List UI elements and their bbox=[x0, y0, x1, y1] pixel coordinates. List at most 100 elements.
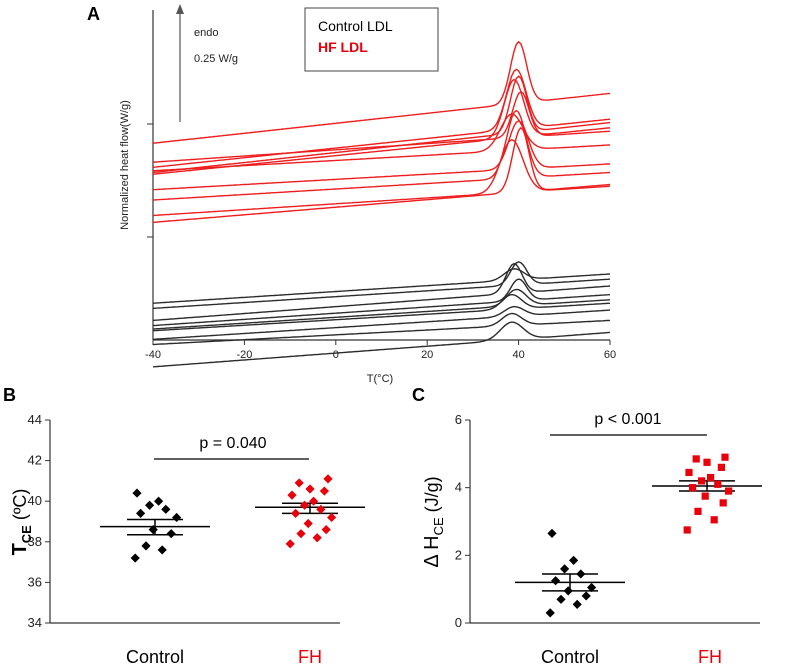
control-ldl-curve-6 bbox=[152, 293, 611, 332]
panel-b-control-point bbox=[141, 541, 151, 551]
control-ldl-curve-4 bbox=[152, 278, 611, 327]
panel-b-y-tick-label: 44 bbox=[28, 412, 42, 427]
scale-value-label: 0.25 W/g bbox=[194, 53, 238, 65]
panel-label-c: C bbox=[412, 385, 425, 405]
hf-ldl-curve-6 bbox=[152, 113, 611, 172]
panel-b-control-point bbox=[132, 488, 142, 498]
panel-b-fh-point bbox=[321, 525, 331, 535]
panel-c-fh-point bbox=[725, 487, 733, 495]
panel-b-ylabel-sub: CE bbox=[19, 525, 34, 543]
panel-b-control-point bbox=[157, 545, 167, 555]
panel-c-y-tick-label: 0 bbox=[455, 615, 462, 630]
panel-c-fh-point bbox=[721, 453, 729, 461]
panel-a-x-ticks: -40 -20 0 20 40 60 bbox=[145, 340, 616, 361]
panel-c-fh-point bbox=[701, 492, 709, 500]
panel-c-points bbox=[515, 453, 762, 618]
control-ldl-curve-2 bbox=[152, 261, 611, 310]
panel-c-control-point bbox=[569, 555, 579, 566]
panel-a-x-axis-label: T(°C) bbox=[367, 373, 393, 385]
panel-b-control-point bbox=[166, 529, 176, 539]
panel-b-control-point bbox=[172, 512, 182, 523]
hf-ldl-curve-1 bbox=[152, 40, 611, 144]
panel-b-fh-point bbox=[323, 474, 333, 484]
panel-c-category-control: Control bbox=[541, 647, 599, 665]
panel-c-control-point bbox=[576, 569, 586, 579]
panel-c-fh-point bbox=[719, 499, 727, 507]
hf-ldl-curve-2 bbox=[152, 68, 611, 168]
control-ldl-curve-5 bbox=[152, 288, 611, 330]
hf-ldl-curve-3 bbox=[152, 75, 611, 174]
panel-c-fh-point bbox=[703, 458, 711, 466]
panel-a-x-tick-label: 20 bbox=[421, 349, 433, 361]
panel-b-fh-point bbox=[303, 518, 313, 529]
panel-b-fh-point bbox=[309, 496, 319, 506]
panel-label-a: A bbox=[87, 4, 100, 24]
panel-b-y-tick-label: 42 bbox=[28, 453, 42, 468]
panel-c-control-point bbox=[551, 576, 561, 586]
panel-a-x-tick-label: -20 bbox=[236, 349, 252, 361]
panel-c-y-axis-label: Δ HCE (J/g) bbox=[421, 476, 446, 567]
panel-c-y-tick-label: 6 bbox=[455, 412, 462, 427]
panel-b-ylabel-unit: (ºC) bbox=[10, 489, 30, 526]
scale-direction-label: endo bbox=[194, 27, 218, 39]
legend-box bbox=[304, 7, 439, 72]
panel-c-control-point bbox=[560, 564, 570, 574]
panel-c-control-point bbox=[572, 599, 582, 609]
panel-b-fh-point bbox=[312, 533, 322, 543]
panel-b-fh-point bbox=[285, 539, 295, 549]
panel-c-control-point bbox=[547, 528, 557, 538]
hf-ldl-curve-9 bbox=[152, 139, 611, 217]
hf-ldl-curve-7 bbox=[152, 120, 611, 191]
panel-a-x-tick-label: 40 bbox=[512, 349, 524, 361]
panel-c-fh-point bbox=[694, 507, 702, 515]
panel-b-fh-point bbox=[305, 484, 315, 494]
panel-c-ylabel-main: Δ H bbox=[421, 535, 443, 567]
panel-b-p-value: p = 0.040 bbox=[199, 435, 266, 452]
panel-c-fh-point bbox=[685, 468, 693, 477]
panel-c-fh-point bbox=[707, 473, 715, 482]
panel-a-dsc-thermograms: -40 -20 0 20 40 60 Normalized heat flow(W/g) … bbox=[119, 4, 616, 385]
panel-b-points bbox=[100, 474, 365, 563]
hf-ldl-curve-5 bbox=[152, 90, 611, 163]
panel-c-category-fh: FH bbox=[698, 647, 722, 665]
panel-a-y-axis-label: Normalized heat flow(W/g) bbox=[119, 100, 131, 230]
panel-c-control-point bbox=[563, 586, 573, 596]
panel-c-y-ticks: 0 2 4 6 bbox=[455, 412, 470, 630]
panel-b-control-point bbox=[145, 500, 155, 510]
panel-c-dhce-scatter: 0 2 4 6 Δ HCE (J/g) p < 0.001 Control FH bbox=[421, 411, 762, 665]
panel-b-fh-point bbox=[291, 508, 301, 518]
panel-c-fh-point bbox=[683, 526, 691, 534]
control-ldl-curve-3 bbox=[152, 262, 611, 322]
panel-b-y-tick-label: 34 bbox=[28, 615, 42, 630]
control-ldl-curve-9 bbox=[152, 321, 611, 368]
hf-ldl-curve-10 bbox=[152, 126, 611, 224]
panel-a-x-tick-label: 0 bbox=[333, 349, 339, 361]
panel-b-fh-point bbox=[294, 478, 304, 488]
panel-b-category-fh: FH bbox=[298, 647, 322, 665]
panel-b-y-tick-label: 36 bbox=[28, 574, 42, 589]
panel-b-fh-point bbox=[316, 504, 326, 514]
panel-c-control-point bbox=[545, 608, 555, 618]
control-ldl-curve-7 bbox=[152, 305, 611, 340]
panel-c-p-value: p < 0.001 bbox=[594, 411, 661, 428]
panel-b-fh-point bbox=[287, 490, 297, 500]
panel-a-curves bbox=[152, 40, 611, 368]
panel-b-y-tick-label: 40 bbox=[28, 493, 42, 508]
panel-a-x-tick-label: 60 bbox=[604, 349, 616, 361]
panel-c-control-point bbox=[556, 594, 566, 604]
control-ldl-curve-8 bbox=[152, 312, 611, 346]
control-ldl-curve-1 bbox=[152, 268, 611, 304]
panel-b-y-axis-label: TCE (ºC) bbox=[9, 489, 34, 556]
panel-b-control-point bbox=[154, 496, 164, 506]
panel-c-fh-point bbox=[692, 455, 700, 463]
panel-b-control-point bbox=[161, 504, 171, 514]
panel-a-x-tick-label: -40 bbox=[145, 349, 161, 361]
panel-b-fh-point bbox=[327, 512, 337, 523]
panel-b-category-control: Control bbox=[126, 647, 184, 665]
panel-c-fh-point bbox=[717, 463, 725, 471]
panel-b-control-point bbox=[136, 508, 146, 518]
panel-b-fh-point bbox=[300, 500, 310, 510]
panel-c-y-tick-label: 4 bbox=[455, 480, 462, 495]
